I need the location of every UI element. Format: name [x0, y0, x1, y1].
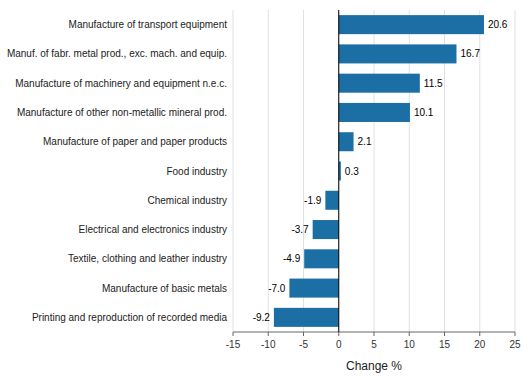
category-label: Food industry: [166, 166, 227, 177]
data-label: 0.3: [345, 166, 359, 177]
grid-line: [233, 10, 234, 332]
bar: [304, 249, 339, 268]
grid: [233, 10, 515, 332]
data-label: -9.2: [253, 312, 271, 323]
category-label: Manufacture of machinery and equipment n…: [15, 78, 227, 89]
tick-label: 20: [474, 339, 486, 350]
y-axis: Printing and reproduction of recorded me…: [7, 19, 228, 323]
data-label: 2.1: [358, 136, 372, 147]
bar: [339, 103, 410, 122]
data-label: 16.7: [460, 48, 480, 59]
bar: [339, 132, 354, 151]
bars: [274, 15, 484, 327]
tick-mark: [409, 332, 410, 336]
tick-label: -5: [299, 339, 308, 350]
data-label: 10.1: [414, 107, 434, 118]
category-label: Manufacture of paper and paper products: [43, 136, 227, 147]
grid-line: [515, 10, 516, 332]
category-label: Manufacture of transport equipment: [69, 19, 228, 30]
bar: [289, 279, 338, 298]
data-label: 20.6: [488, 19, 508, 30]
data-label: -1.9: [304, 195, 322, 206]
tick-mark: [515, 332, 516, 336]
tick-mark: [338, 332, 339, 336]
bar: [274, 308, 339, 327]
tick-mark: [444, 332, 445, 336]
data-label: -4.9: [283, 253, 301, 264]
tick-label: 10: [404, 339, 416, 350]
category-label: Printing and reproduction of recorded me…: [32, 312, 228, 323]
x-axis-label: Change %: [346, 359, 402, 373]
bar: [339, 44, 457, 63]
axis-line: [233, 332, 515, 333]
bar: [339, 15, 484, 34]
tick-mark: [303, 332, 304, 336]
tick-label: -10: [261, 339, 276, 350]
data-label: -7.0: [268, 283, 286, 294]
tick-label: -15: [226, 339, 241, 350]
category-label: Manufacture of basic metals: [102, 283, 227, 294]
tick-mark: [374, 332, 375, 336]
category-label: Textile, clothing and leather industry: [68, 253, 227, 264]
tick-mark: [479, 332, 480, 336]
category-label: Manuf. of fabr. metal prod., exc. mach. …: [7, 48, 227, 59]
category-label: Manufacture of other non-metallic minera…: [17, 107, 227, 118]
data-labels: -9.2 -7.0 -4.9 -3.7 -1.9 0.3 2.1 10.1 11.5 16.7 20…: [253, 19, 508, 323]
tick-label: 5: [371, 339, 377, 350]
bar: [313, 220, 339, 239]
category-label: Electrical and electronics industry: [79, 224, 227, 235]
tick-label: 15: [439, 339, 451, 350]
tick-label: 0: [336, 339, 342, 350]
chart: -15 -10 -5 0 5 10 15 20 25 Printing and reproduct…: [0, 0, 529, 378]
zero-line: [338, 10, 339, 332]
data-label: -3.7: [291, 224, 309, 235]
tick-mark: [233, 332, 234, 336]
x-axis: -15 -10 -5 0 5 10 15 20 25: [226, 332, 521, 350]
bar: [325, 191, 338, 210]
category-label: Chemical industry: [148, 195, 227, 206]
tick-mark: [268, 332, 269, 336]
grid-line: [338, 10, 339, 332]
bar: [339, 74, 420, 93]
tick-label: 25: [509, 339, 521, 350]
data-label: 11.5: [424, 78, 443, 89]
